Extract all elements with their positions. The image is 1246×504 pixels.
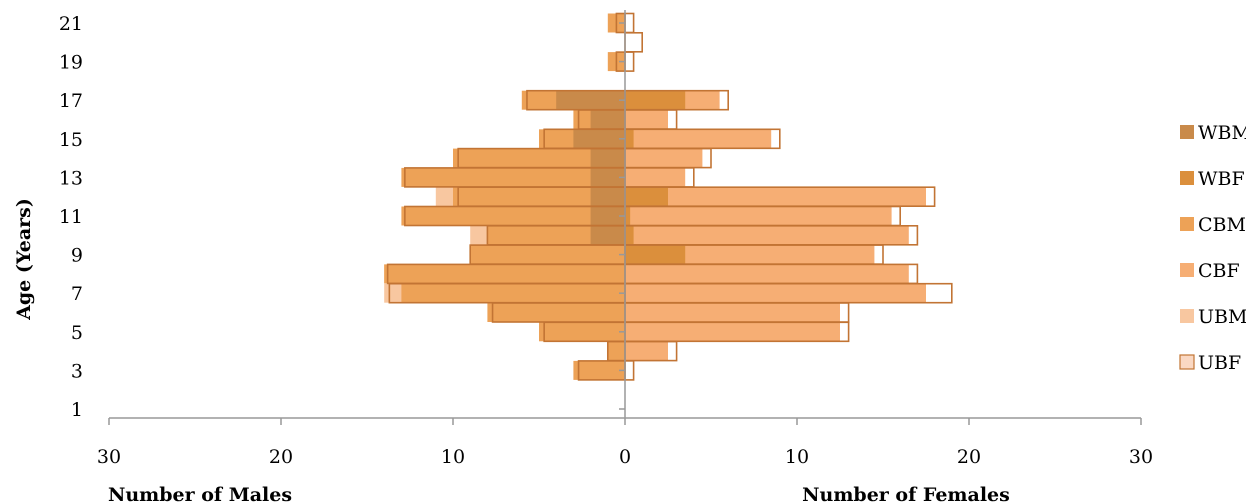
bar-cbf-age-9 [625,245,875,265]
x-tick-label: 10 [785,446,809,468]
bar-wbm-age-11 [590,206,625,226]
x-tick-label: 20 [269,446,293,468]
bar-cbf-age-13 [625,167,686,187]
x-axis-title-females: Number of Females [802,484,1010,504]
bar-wbm-age-16 [590,110,625,129]
y-axis-title: Age (Years) [13,198,35,321]
bar-cbm-age-6 [487,303,625,322]
legend: WBM WBF CBM CBF UBM UBF [1179,122,1246,374]
bar-ubf-age-20 [624,31,644,53]
bar-cbm-age-3 [573,360,625,380]
bar-wbf-age-11 [625,206,631,226]
x-tick-label: 30 [97,446,121,468]
x-tick-label: 20 [957,446,981,468]
bar-cbm-age-7 [401,283,625,303]
legend-label-cbm: CBM [1198,214,1246,236]
bar-cbf-age-15 [625,129,772,149]
bar-wbf-age-12 [625,187,668,207]
bar-wbm-age-12 [590,187,625,207]
bar-cbf-age-10 [625,225,909,245]
bar-cbm-age-14 [453,148,625,168]
legend-label-cbf: CBF [1198,260,1240,282]
bar-cbf-age-6 [625,303,840,322]
bar-cbf-age-7 [625,283,926,303]
y-tick-label: 11 [59,206,83,228]
legend-label-wbm: WBM [1198,122,1246,144]
bar-cbf-age-11 [625,206,892,226]
y-tick-label: 1 [71,399,83,421]
x-tick-label: 0 [619,446,631,468]
bar-cbm-age-8 [384,264,625,284]
bar-wbm-age-17 [556,90,625,110]
y-tick-label: 3 [71,360,83,382]
axes-layer [108,10,1142,425]
bar-wbf-age-17 [625,90,686,110]
bar-cbm-age-5 [539,322,625,342]
bar-cbf-age-12 [625,187,926,207]
bar-wbm-age-14 [590,148,625,168]
y-tick-label: 19 [59,52,83,74]
y-tick-label: 7 [71,283,83,305]
bar-cbm-age-12 [453,187,625,207]
legend-swatch-cbm [1180,217,1194,231]
bar-wbf-age-9 [625,245,686,265]
y-tick-label: 15 [59,129,83,151]
bar-wbm-age-13 [590,167,625,187]
legend-label-wbf: WBF [1198,168,1245,190]
bar-ubf-age-19 [624,51,635,72]
bar-cbm-age-4 [607,341,625,361]
legend-swatch-cbf [1180,263,1194,277]
x-tick-label: 30 [1129,446,1153,468]
y-tick-label: 5 [71,322,83,344]
bar-cbf-age-16 [625,110,668,129]
bar-cbm-age-11 [401,206,625,226]
bar-cbf-age-4 [625,341,668,361]
bars-layer [384,12,953,381]
legend-label-ubm: UBM [1198,306,1246,328]
x-axis-title-males: Number of Males [108,484,292,504]
bar-wbm-age-10 [590,225,625,245]
y-tick-label: 17 [59,90,83,112]
bar-wbm-age-15 [573,129,625,149]
bar-wbf-age-15 [625,129,634,149]
bar-ubf-age-3 [624,360,635,381]
x-tick-label: 10 [441,446,465,468]
legend-swatch-wbf [1180,171,1194,185]
bar-wbf-age-10 [625,225,634,245]
y-tick-label: 9 [71,245,83,267]
bar-cbf-age-14 [625,148,703,168]
bar-cbm-age-9 [470,245,625,265]
y-tick-label: 13 [59,167,83,189]
legend-swatch-ubf [1179,354,1195,370]
legend-label-ubf: UBF [1198,352,1241,374]
y-tick-label: 21 [59,13,83,35]
legend-swatch-wbm [1180,125,1194,139]
bar-cbm-age-13 [401,167,625,187]
bar-ubf-age-21 [624,12,635,34]
bar-cbf-age-5 [625,322,840,342]
legend-swatch-ubm [1180,309,1194,323]
bar-cbf-age-8 [625,264,909,284]
